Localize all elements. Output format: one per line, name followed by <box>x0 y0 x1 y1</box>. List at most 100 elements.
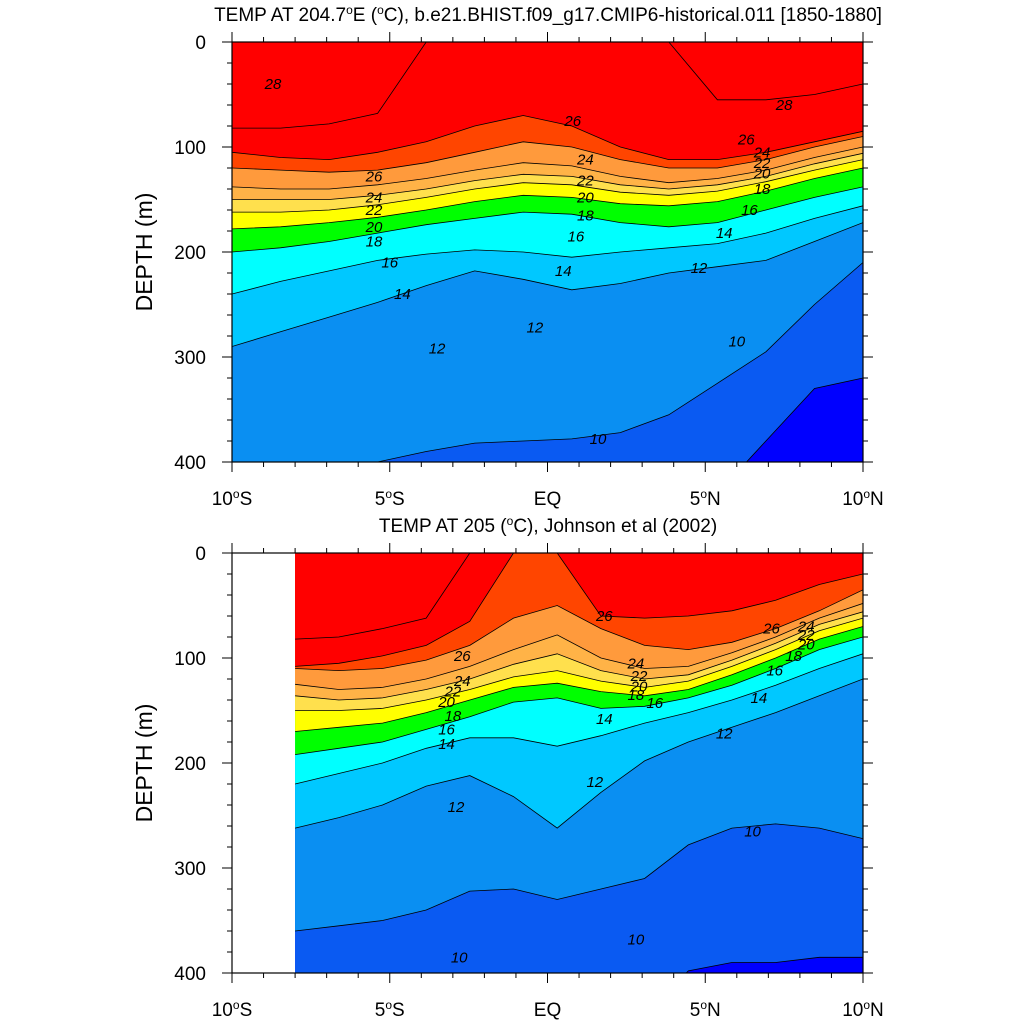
contour-label: 26 <box>737 132 755 149</box>
contour-label: 14 <box>716 225 733 242</box>
contour-label: 10 <box>590 431 607 448</box>
contour-label: 24 <box>626 655 644 672</box>
x-tick-label: EQ <box>534 489 561 510</box>
title-main: TEMP AT 204.7 <box>214 5 346 26</box>
y-tick-label: 300 <box>174 859 206 880</box>
x-tick-label: 5oN <box>690 487 721 510</box>
contour-label: 28 <box>264 76 282 93</box>
isotherm-28 <box>232 42 863 129</box>
isotherm-10 <box>375 262 863 462</box>
contour-label: 24 <box>797 619 815 636</box>
contour-label: 12 <box>586 774 603 791</box>
contour-label: 20 <box>753 165 771 182</box>
isotherm-12 <box>295 678 863 829</box>
contour-label: 18 <box>785 648 802 665</box>
title-rest: C), Johnson et al (2002) <box>513 516 717 537</box>
isotherm-28 <box>295 553 863 640</box>
contour-label: 16 <box>766 663 783 680</box>
contour-label: 24 <box>576 152 594 169</box>
isotherm-24 <box>295 603 863 690</box>
title-main: TEMP AT 205 ( <box>379 516 507 537</box>
y-tick-label: 0 <box>195 33 206 54</box>
contour-label: 10 <box>728 333 745 350</box>
y-tick-label: 0 <box>195 544 206 565</box>
title-mid: E ( <box>353 5 378 26</box>
contour-label: 20 <box>797 636 815 653</box>
contour-label: 22 <box>444 684 462 701</box>
contour-label: 18 <box>445 708 462 725</box>
temperature-band-28 <box>232 42 863 129</box>
y-axis-label: DEPTH (m) <box>131 704 157 823</box>
x-tick-label: 5oN <box>690 998 721 1021</box>
isotherm-27 <box>232 115 863 161</box>
isotherm-20 <box>295 617 863 711</box>
contour-label: 14 <box>438 736 455 753</box>
contour-label: 10 <box>451 949 468 966</box>
contour-label: 24 <box>753 144 771 161</box>
contour-label: 24 <box>365 189 383 206</box>
isotherm-26 <box>232 136 863 173</box>
x-tick-label: 10oN <box>842 998 884 1021</box>
contour-label: 10 <box>744 823 761 840</box>
contour-label: 26 <box>453 648 471 665</box>
contour-label: 20 <box>630 678 648 695</box>
contour-label: 18 <box>754 181 771 198</box>
contour-label: 16 <box>438 721 455 738</box>
contour-label: 16 <box>741 202 758 219</box>
contour-label: 14 <box>555 263 572 280</box>
y-tick-label: 400 <box>174 964 206 985</box>
degree-sign: o <box>507 514 514 528</box>
contour-label: 16 <box>381 255 398 272</box>
contour-label: 26 <box>563 113 581 130</box>
contour-label: 16 <box>568 228 585 245</box>
degree-sign: o <box>377 3 384 17</box>
contour-label: 12 <box>429 341 446 358</box>
x-tick-label: 5oS <box>375 487 405 510</box>
contour-label: 18 <box>577 207 594 224</box>
contour-label: 20 <box>576 189 594 206</box>
x-tick-label: 5oS <box>375 998 405 1021</box>
isotherm-20 <box>232 159 863 213</box>
isotherm-9 <box>685 956 863 973</box>
isotherm-18 <box>295 626 863 732</box>
y-tick-label: 200 <box>174 754 206 775</box>
isotherm-16 <box>295 636 863 755</box>
temperature-band-28 <box>295 553 863 640</box>
contour-label: 26 <box>595 608 613 625</box>
contour-label: 10 <box>627 931 644 948</box>
axes: 0 100 200 300 400 10oS 5oS EQ 5oN 10oN <box>174 543 884 1021</box>
x-tick-label: EQ <box>534 1000 561 1021</box>
y-tick-label: 100 <box>174 649 206 670</box>
contour-label: 12 <box>716 726 733 743</box>
contour-label: 14 <box>751 690 768 707</box>
panel-title: TEMP AT 205 (oC), Johnson et al (2002) <box>379 514 717 537</box>
isotherm-18 <box>232 167 863 230</box>
panel-bottom: TEMP AT 205 (oC), Johnson et al (2002) D… <box>131 514 884 1021</box>
isotherm-16 <box>232 186 863 253</box>
contour-label: 24 <box>453 673 471 690</box>
isotherm-27 <box>295 553 863 667</box>
contour-label: 28 <box>775 97 793 114</box>
isotherm-12 <box>232 222 863 347</box>
y-tick-label: 200 <box>174 243 206 264</box>
isotherm-14 <box>295 653 863 785</box>
isotherm-26 <box>295 589 863 672</box>
contour-label: 12 <box>448 799 465 816</box>
x-tick-label: 10oN <box>842 487 884 510</box>
isotherm-10 <box>295 823 863 932</box>
isotherm-22 <box>295 611 863 701</box>
contour-label: 14 <box>596 711 613 728</box>
contour-label: 14 <box>394 286 411 303</box>
panel-title: TEMP AT 204.7oE (oC), b.e21.BHIST.f09_g1… <box>214 3 882 26</box>
y-tick-label: 400 <box>174 453 206 474</box>
contour-label: 20 <box>365 219 383 236</box>
x-tick-label: 10oS <box>212 487 253 510</box>
contour-label: 12 <box>691 260 708 277</box>
title-rest: C), b.e21.BHIST.f09_g17.CMIP6-historical… <box>384 5 882 26</box>
y-axis-label: DEPTH (m) <box>131 193 157 312</box>
degree-sign: o <box>346 3 353 17</box>
contour-label: 22 <box>753 155 771 172</box>
isotherm-14 <box>232 205 863 295</box>
